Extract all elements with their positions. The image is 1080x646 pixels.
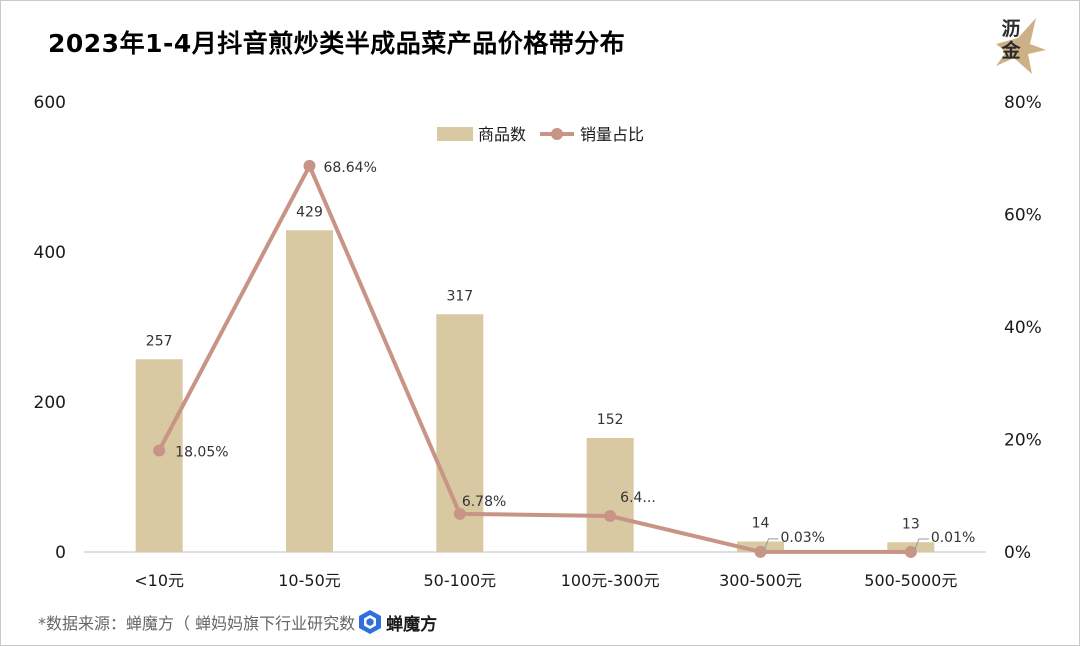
- right-tick-label: 0%: [1004, 543, 1031, 563]
- right-tick-label: 40%: [1004, 318, 1042, 338]
- watermark-shape-icon: [996, 18, 1046, 74]
- line-value-label: 18.05%: [175, 444, 228, 460]
- x-tick-label: 100元-300元: [561, 571, 660, 590]
- line-data-labels: 18.05% 68.64% 6.78% 6.4... 0.03% 0.01%: [175, 160, 975, 551]
- line-series: [153, 159, 917, 558]
- line-value-label: 0.03%: [781, 530, 825, 546]
- bar-value-label: 152: [597, 412, 624, 428]
- x-tick-label: 10-50元: [278, 571, 341, 590]
- source-text: *数据来源：蝉魔方（ 蝉妈妈旗下行业研究数: [38, 614, 356, 633]
- watermark-text: 沥 金: [1000, 18, 1022, 62]
- legend-line-marker: [551, 128, 563, 140]
- right-tick-label: 60%: [1004, 206, 1042, 226]
- line-path: [157, 163, 911, 554]
- bar-value-label: 429: [296, 204, 323, 220]
- line-point: [904, 545, 917, 558]
- line-point: [153, 444, 166, 457]
- line-point: [604, 510, 617, 522]
- line-value-label: 68.64%: [324, 160, 377, 176]
- legend-line-label: 销量占比: [580, 125, 644, 144]
- left-tick-label: 200: [34, 393, 66, 413]
- legend-bar-swatch: [437, 127, 473, 141]
- bar-value-label: 14: [752, 516, 770, 532]
- x-tick-label: <10元: [134, 571, 184, 590]
- bar-series: [135, 230, 935, 552]
- x-axis-tick-labels: <10元 10-50元 50-100元 100元-300元 300-500元 500-50…: [134, 571, 957, 590]
- right-tick-label: 80%: [1004, 93, 1042, 113]
- brand-name: 蝉魔方: [386, 614, 438, 635]
- x-tick-label: 300-500元: [719, 571, 802, 590]
- right-axis: 0% 20% 40% 60% 80%: [1004, 93, 1042, 563]
- bar-data-labels: 257 429 317 152 14 13: [146, 204, 920, 532]
- left-tick-label: 400: [34, 243, 66, 263]
- chart-title: 2023年1-4月抖音煎炒类半成品菜产品价格带分布: [48, 29, 626, 58]
- left-tick-label: 600: [34, 93, 66, 113]
- brand-logo: 蝉魔方: [357, 609, 437, 635]
- left-axis: 0 200 400 600: [34, 93, 66, 563]
- legend-bar-label: 商品数: [478, 125, 526, 144]
- label-leader-line: [764, 538, 779, 551]
- line-point: [453, 507, 466, 520]
- right-tick-label: 20%: [1004, 431, 1042, 451]
- bar-value-label: 257: [146, 333, 173, 349]
- line-value-label: 6.78%: [462, 494, 506, 510]
- x-tick-label: 50-100元: [423, 571, 496, 590]
- bar: [586, 438, 634, 552]
- line-value-label: 6.4...: [620, 490, 656, 506]
- footer-source: *数据来源：蝉魔方（ 蝉妈妈旗下行业研究数 蝉魔方: [38, 609, 437, 635]
- left-tick-label: 0: [55, 543, 66, 563]
- bar-value-label: 13: [902, 516, 920, 532]
- brand-logo-icon: [359, 610, 382, 634]
- x-tick-label: 500-5000元: [864, 571, 957, 590]
- line-point: [754, 545, 767, 558]
- bar-value-label: 317: [446, 288, 473, 304]
- label-leader-line: [914, 538, 929, 551]
- line-point: [303, 159, 316, 172]
- legend: 商品数 销量占比: [437, 125, 644, 144]
- bar: [286, 230, 333, 552]
- watermark-line1: 沥: [1001, 18, 1021, 40]
- watermark-logo: 沥 金: [992, 14, 1052, 76]
- watermark-line2: 金: [1001, 40, 1021, 62]
- line-value-label: 0.01%: [931, 530, 975, 546]
